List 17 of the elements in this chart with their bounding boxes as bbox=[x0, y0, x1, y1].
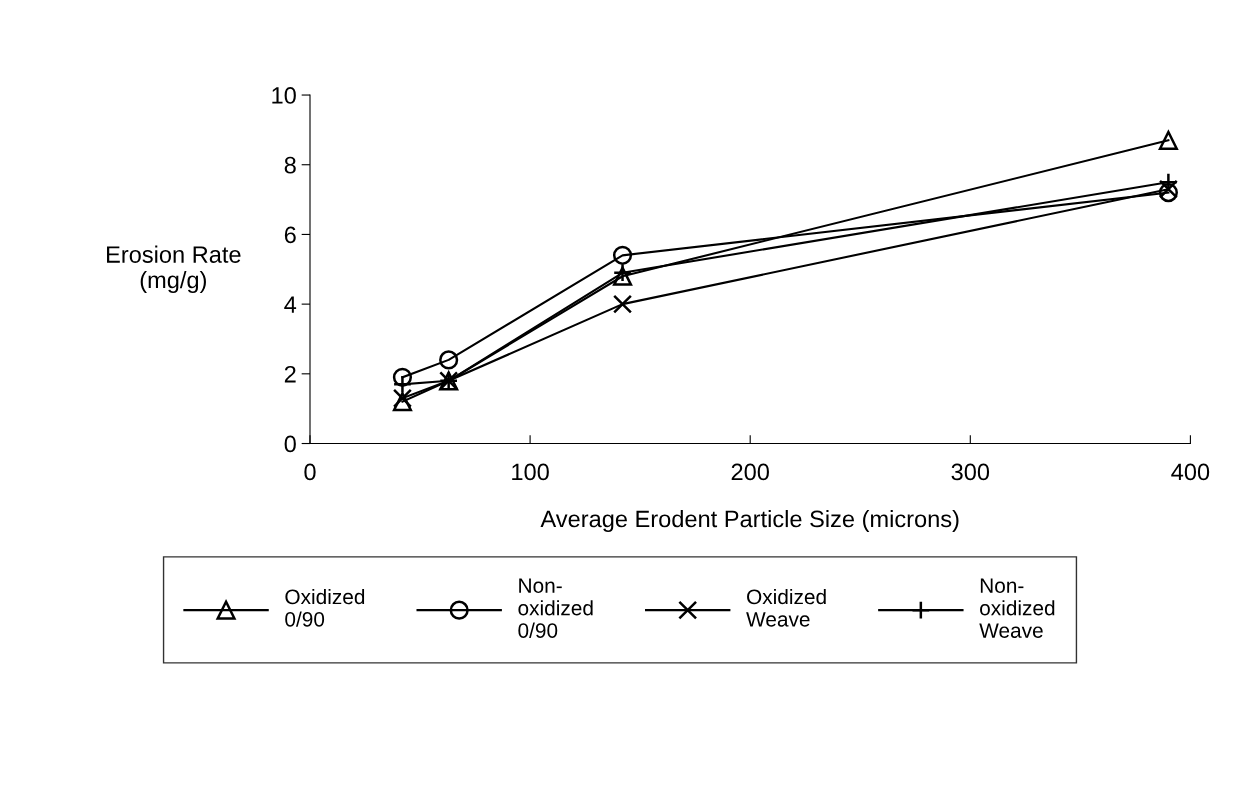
x-tick-label: 300 bbox=[951, 463, 990, 481]
x-tick-label: 0 bbox=[304, 463, 316, 481]
y-tick-label: 0 bbox=[284, 435, 296, 453]
x-tick-label: 100 bbox=[512, 463, 549, 481]
x-tick-label: 200 bbox=[731, 463, 769, 481]
x-axis-title: Average Erodent Particle Size (microns) bbox=[540, 509, 959, 532]
y-axis-title: Erosion Rate (mg/g) bbox=[107, 245, 241, 293]
y-tick-label: 6 bbox=[284, 226, 296, 244]
legend-label: Non- oxidized Weave bbox=[979, 578, 1055, 638]
y-tick-label: 2 bbox=[284, 365, 296, 383]
y-tick-label: 4 bbox=[284, 296, 297, 313]
legend-label: Oxidized 0/90 bbox=[285, 588, 365, 627]
y-tick-label: 10 bbox=[272, 87, 296, 104]
x-tick-label: 400 bbox=[1171, 463, 1210, 481]
y-tick-label: 8 bbox=[284, 156, 296, 174]
legend-label: Non- oxidized 0/90 bbox=[518, 578, 593, 638]
legend-label: Oxidized Weave bbox=[746, 588, 826, 627]
